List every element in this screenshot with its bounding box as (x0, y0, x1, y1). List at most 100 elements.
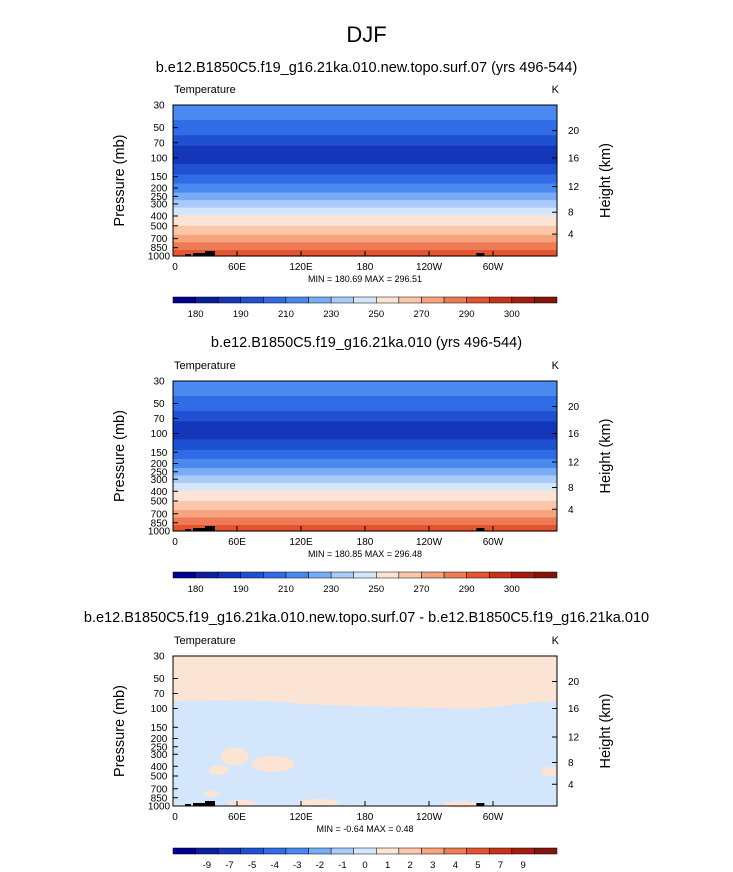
colorbar-label: 250 (368, 309, 384, 320)
positive-region-blob (228, 800, 257, 806)
pressure-tick-label: 400 (151, 762, 168, 773)
contour-band (173, 183, 557, 194)
pressure-tick-label: 30 (153, 652, 165, 663)
positive-region-upper (173, 656, 557, 709)
colorbar-label: -1 (338, 860, 346, 871)
pressure-tick-label: 150 (151, 172, 168, 183)
colorbar-swatch (443, 296, 467, 304)
topography (205, 801, 215, 806)
units-label: K (552, 84, 560, 96)
colorbar-swatch (421, 847, 445, 855)
pressure-tick-label: 200 (151, 459, 168, 470)
colorbar-swatch (488, 296, 513, 304)
pressure-tick-label: 1000 (148, 527, 171, 538)
height-tick-label: 16 (568, 704, 580, 715)
pressure-tick-label: 200 (151, 184, 168, 195)
contour-band (173, 192, 557, 201)
height-tick-label: 12 (568, 733, 580, 744)
pressure-tick-label: 300 (151, 750, 168, 761)
colorbar-swatch (466, 296, 490, 304)
colorbar-label: 190 (233, 309, 249, 320)
colorbar-label: 180 (188, 584, 204, 595)
colorbar-swatch (488, 847, 513, 855)
height-tick-label: 4 (568, 230, 574, 241)
x-tick-label: 0 (172, 537, 178, 548)
contour-band (173, 234, 557, 244)
colorbar-label: 9 (520, 860, 525, 871)
topography (476, 528, 485, 531)
topography (193, 528, 205, 531)
pressure-tick-label: 50 (153, 674, 165, 685)
panel-2-title: b.e12.B1850C5.f19_g16.21ka.010 (yrs 496-… (210, 335, 523, 351)
x-tick-label: 60W (483, 537, 504, 548)
colorbar-swatch (263, 296, 287, 304)
height-tick-label: 8 (568, 483, 574, 494)
contour-band (173, 501, 557, 511)
height-tick-label: 8 (568, 758, 574, 769)
colorbar-label: 4 (453, 860, 458, 871)
height-tick-label: 20 (568, 677, 580, 688)
x-tick-label: 120E (289, 812, 313, 823)
x-tick-label: 0 (172, 262, 178, 273)
colorbar-swatch (376, 847, 400, 855)
colorbar-swatch (172, 296, 196, 304)
contour-band (173, 215, 557, 227)
contour-band (173, 510, 557, 519)
y-axis-right-title: Height (km) (598, 694, 614, 769)
pressure-tick-label: 30 (153, 101, 165, 112)
pressure-tick-label: 50 (153, 123, 165, 134)
colorbar-swatch (172, 847, 196, 855)
colorbar-swatch (285, 296, 309, 304)
pressure-tick-label: 700 (151, 784, 168, 795)
contour-band (173, 468, 557, 477)
pressure-tick-label: 500 (151, 221, 168, 232)
colorbar-label: 230 (323, 309, 339, 320)
contour-band (173, 242, 557, 251)
contour-band (173, 439, 557, 451)
pressure-tick-label: 100 (151, 429, 168, 440)
colorbar-swatch (263, 571, 287, 579)
pressure-tick-label: 250 (151, 742, 168, 753)
pressure-tick-label: 200 (151, 734, 168, 745)
colorbar-swatch (308, 571, 332, 579)
positive-region-blob (250, 756, 295, 772)
colorbar-swatch (534, 847, 558, 855)
panel-3-plot (172, 655, 558, 808)
colorbar-swatch (421, 571, 445, 579)
pressure-tick-label: 1000 (148, 802, 171, 813)
colorbar-swatch (195, 571, 219, 579)
colorbar-swatch (488, 571, 513, 579)
colorbar-swatch (421, 296, 445, 304)
units-label: K (552, 360, 560, 372)
panel-3-title: b.e12.B1850C5.f19_g16.21ka.010.new.topo.… (83, 610, 650, 626)
pressure-tick-label: 70 (153, 414, 165, 425)
x-tick-label: 180 (357, 537, 374, 548)
colorbar-label: 210 (278, 309, 294, 320)
x-tick-label: 0 (172, 812, 178, 823)
colorbar-swatch (195, 296, 219, 304)
height-tick-label: 20 (568, 402, 580, 413)
colorbar-label: -9 (203, 860, 211, 871)
pressure-tick-label: 30 (153, 377, 165, 388)
x-tick-label: 60W (483, 262, 504, 273)
x-tick-label: 180 (357, 262, 374, 273)
contour-band (173, 381, 557, 397)
colorbar-swatch (353, 296, 377, 304)
colorbar-swatch (195, 847, 219, 855)
colorbar-swatch (263, 847, 287, 855)
colorbar-swatch (443, 847, 467, 855)
cold-core-contour (303, 152, 404, 164)
contour-band (173, 174, 557, 185)
colorbar-swatch (330, 847, 354, 855)
contour-band (173, 450, 557, 460)
pressure-tick-label: 250 (151, 467, 168, 478)
contour-band (173, 225, 557, 236)
pressure-tick-label: 850 (151, 243, 168, 254)
colorbar-swatch (534, 296, 558, 304)
topography (205, 251, 215, 256)
colorbar-swatch (285, 847, 309, 855)
variable-label: Temperature (174, 360, 236, 372)
x-tick-label: 120E (289, 262, 313, 273)
pressure-tick-label: 70 (153, 689, 165, 700)
colorbar-label: 1 (385, 860, 390, 871)
